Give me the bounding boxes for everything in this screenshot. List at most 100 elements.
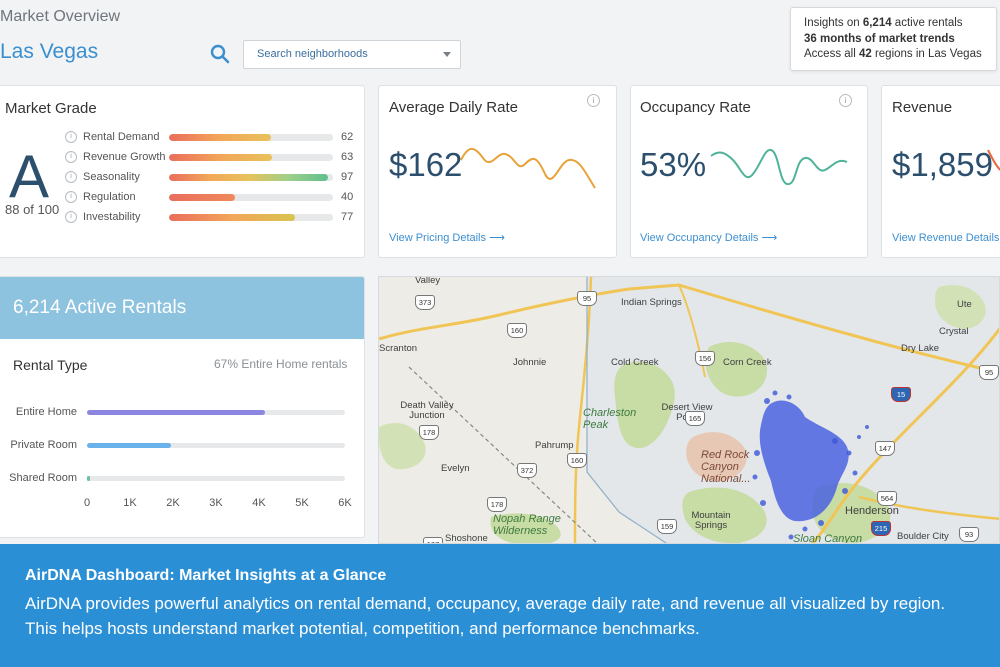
map-place-label: Death Valley Junction	[400, 400, 454, 421]
map-place-label: Shoshone	[445, 533, 488, 544]
view-occupancy-details-link[interactable]: View Occupancy Details ⟶	[640, 232, 778, 244]
map-place-label: Henderson	[845, 505, 899, 517]
info-icon[interactable]: i	[65, 131, 77, 143]
map-place-label: Corn Creek	[723, 357, 772, 368]
grade-bar-fill	[169, 134, 271, 141]
info-banner: AirDNA Dashboard: Market Insights at a G…	[0, 544, 1000, 667]
search-placeholder: Search neighborhoods	[257, 48, 368, 60]
info-icon[interactable]: i	[65, 191, 77, 203]
rental-type-label: Entire Home	[15, 406, 77, 418]
grade-score: 88 of 100	[5, 202, 60, 217]
info-icon[interactable]: i	[65, 171, 77, 183]
info-icon[interactable]: i	[65, 151, 77, 163]
rental-type-chart: Entire Home Private Room Shared Room 0 1K 2K 3…	[0, 277, 364, 537]
highway-shield-icon: 95	[979, 365, 999, 380]
rental-type-bar-track	[87, 443, 345, 448]
grade-bar	[169, 194, 333, 201]
view-revenue-details-link[interactable]: View Revenue Details ⟶	[892, 232, 1000, 244]
rental-type-note: 67% Entire Home rentals	[214, 357, 348, 371]
grade-bar	[169, 154, 333, 161]
map-place-label: Evelyn	[441, 463, 470, 474]
map-place-label: Indian Springs	[621, 297, 682, 308]
highway-shield-icon: 93	[959, 527, 979, 542]
rental-type-bar[interactable]	[87, 410, 266, 415]
grade-bar-fill	[169, 194, 235, 201]
grade-bar-fill	[169, 214, 296, 221]
map-place-label: Johnnie	[513, 357, 547, 368]
revenue-sparkline	[987, 149, 1000, 171]
breadcrumb: Market Overview	[0, 8, 121, 25]
map-place-label: Mountain Springs	[691, 510, 731, 531]
search-neighborhoods-dropdown[interactable]: Search neighborhoods	[243, 40, 461, 69]
axis-tick-label: 6K	[338, 497, 352, 509]
highway-shield-icon: 178	[487, 497, 507, 512]
grade-value: 63	[341, 151, 354, 163]
highway-shield-icon: 564	[877, 491, 897, 506]
arrow-right-icon: ⟶	[489, 232, 505, 244]
rental-type-label: Private Room	[10, 439, 77, 451]
grade-label: Seasonality	[83, 171, 140, 183]
highway-shield-icon: 160	[507, 323, 527, 338]
rental-type-bar[interactable]	[87, 476, 90, 481]
highway-shield-icon: 160	[567, 453, 587, 468]
highway-shield-icon: 373	[415, 295, 435, 310]
map-place-label: Cold Creek	[611, 357, 659, 368]
view-pricing-details-link[interactable]: View Pricing Details ⟶	[389, 232, 505, 244]
banner-title: AirDNA Dashboard: Market Insights at a G…	[25, 567, 387, 584]
banner-body: AirDNA provides powerful analytics on re…	[25, 594, 946, 638]
market-grade-card: Market Grade A 88 of 100 i Rental Demand 6…	[0, 85, 365, 258]
arrow-right-icon: ⟶	[761, 232, 778, 244]
grade-label: Investability	[83, 211, 141, 223]
info-icon[interactable]: i	[839, 94, 852, 107]
highway-shield-icon: 215	[871, 521, 891, 536]
rental-type-label: Shared Room	[9, 472, 77, 484]
highway-shield-icon: 159	[657, 519, 677, 534]
map-park-label: Charleston Peak	[583, 407, 637, 431]
city-title[interactable]: Las Vegas	[0, 40, 99, 63]
insights-tooltip: Insights on 6,214 active rentals 36 mont…	[790, 7, 997, 71]
occupancy-value: 53%	[640, 146, 707, 183]
revenue-card: Revenue $1,859 View Revenue Details ⟶	[881, 85, 1000, 258]
highway-shield-icon: 156	[695, 351, 715, 366]
info-icon[interactable]: i	[65, 211, 77, 223]
occupancy-card: Occupancy Rate i 53% View Occupancy Deta…	[630, 85, 868, 258]
grade-label: Rental Demand	[83, 131, 160, 143]
insights-line-2: 36 months of market trends	[804, 32, 955, 45]
occupancy-title: Occupancy Rate	[640, 99, 751, 116]
info-icon[interactable]: i	[587, 94, 600, 107]
map-canyon-label: Red Rock Canyon National...	[701, 449, 751, 485]
chevron-down-icon	[443, 52, 451, 57]
grade-bar	[169, 134, 333, 141]
rental-type-bar-track	[87, 476, 345, 481]
search-icon[interactable]	[210, 44, 230, 64]
active-rentals-header: 6,214 Active Rentals	[0, 277, 364, 339]
rental-type-bar[interactable]	[87, 443, 171, 448]
grade-letter: A	[9, 143, 50, 210]
axis-tick-label: 4K	[252, 497, 266, 509]
axis-tick-label: 5K	[295, 497, 309, 509]
active-rentals-card: 6,214 Active Rentals Rental Type 67% Ent…	[0, 276, 365, 538]
rental-type-row: Shared Room	[0, 472, 359, 486]
adr-value: $162	[389, 146, 463, 183]
grade-bar	[169, 174, 333, 181]
axis-tick-label: 0	[83, 497, 91, 509]
axis-tick-label: 2K	[166, 497, 180, 509]
rental-type-row: Private Room	[0, 439, 359, 453]
highway-shield-icon: 372	[517, 463, 537, 478]
rental-type-row: Entire Home	[0, 406, 359, 420]
insights-line-1: Insights on 6,214 active rentals	[804, 17, 963, 29]
highway-shield-icon: 178	[419, 425, 439, 440]
grade-bar-fill	[169, 154, 273, 161]
map-park-label: Nopah Range Wilderness	[493, 513, 561, 537]
highway-shield-icon: 165	[685, 411, 705, 426]
map-place-label: Crystal	[939, 326, 969, 337]
axis-tick-label: 1K	[123, 497, 137, 509]
grade-value: 97	[341, 171, 354, 183]
grade-value: 77	[341, 211, 354, 223]
rentals-map[interactable]: Valley Indian Springs Ute Crystal Scranton Jo…	[378, 276, 1000, 544]
market-grade-title: Market Grade	[5, 100, 97, 117]
axis-tick-label: 3K	[209, 497, 223, 509]
grade-value: 62	[341, 131, 354, 143]
adr-sparkline	[460, 147, 596, 189]
highway-shield-icon: 127	[423, 537, 443, 543]
